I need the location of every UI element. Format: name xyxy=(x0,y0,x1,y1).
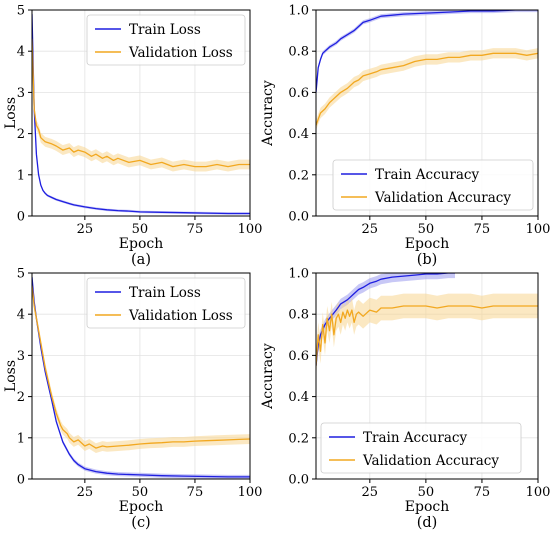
y-tick-label: 1 xyxy=(17,168,25,183)
legend-label: Train Accuracy xyxy=(363,430,467,446)
y-tick-label: 1.0 xyxy=(288,4,309,19)
series-group xyxy=(316,273,538,379)
y-tick-label: 0.0 xyxy=(288,473,309,488)
series-group xyxy=(32,12,250,215)
x-tick-label: 50 xyxy=(132,222,149,237)
y-tick-label: 0.4 xyxy=(288,390,309,405)
y-tick-label: 0.8 xyxy=(288,308,309,323)
series-line-1 xyxy=(316,10,538,93)
y-axis-label: Accuracy xyxy=(260,80,276,147)
legend-box xyxy=(332,159,534,211)
y-tick-label: 0 xyxy=(17,210,25,225)
series-group xyxy=(32,275,250,479)
legend-label: Train Loss xyxy=(129,285,201,301)
y-tick-label: 3 xyxy=(17,86,25,101)
y-tick-label: 0.8 xyxy=(288,45,309,60)
x-tick-label: 50 xyxy=(132,485,149,500)
x-tick-label: 75 xyxy=(187,222,204,237)
legend-box xyxy=(320,422,522,474)
x-tick-label: 75 xyxy=(187,485,204,500)
x-axis-label: Epoch xyxy=(119,499,163,515)
x-tick-label: 100 xyxy=(238,485,263,500)
y-tick-label: 3 xyxy=(17,349,25,364)
y-tick-label: 4 xyxy=(17,45,25,60)
y-tick-label: 0.2 xyxy=(288,168,309,183)
x-tick-label: 50 xyxy=(418,485,435,500)
x-tick-label: 25 xyxy=(362,222,379,237)
series-line-2 xyxy=(32,285,250,449)
legend-box xyxy=(86,277,246,329)
series-line-1 xyxy=(32,277,250,478)
series-band-2 xyxy=(316,293,538,379)
x-axis-label: Epoch xyxy=(119,236,163,252)
y-tick-label: 0.6 xyxy=(288,349,309,364)
x-tick-label: 75 xyxy=(474,485,491,500)
legend: Train Accuracy Validation Accuracy xyxy=(320,422,522,474)
legend-label: Validation Accuracy xyxy=(362,453,499,469)
chart-panel-1: 25 50 75 100 0 1 2 3 4 5 Epoch Loss (a) Train Loss Val… xyxy=(3,4,262,269)
y-tick-label: 1 xyxy=(17,431,25,446)
series-line-2 xyxy=(316,52,538,126)
legend-label: Validation Loss xyxy=(128,308,233,324)
y-tick-label: 1.0 xyxy=(288,267,309,282)
legend-box xyxy=(86,14,246,66)
series-line-2 xyxy=(316,305,538,366)
x-tick-label: 25 xyxy=(77,222,94,237)
x-tick-label: 75 xyxy=(474,222,491,237)
series-band-2 xyxy=(32,280,250,453)
chart-panel-4: 25 50 75 100 0.0 0.2 0.4 0.6 0.8 1.0 Epoch Accuracy… xyxy=(260,267,550,532)
legend: Train Accuracy Validation Accuracy xyxy=(332,159,534,211)
y-axis-label: Accuracy xyxy=(260,343,276,410)
y-tick-label: 0.6 xyxy=(288,86,309,101)
y-tick-label: 0.2 xyxy=(288,431,309,446)
legend-label: Validation Loss xyxy=(128,45,233,61)
legend-label: Train Loss xyxy=(129,22,201,38)
legend: Train Loss Validation Loss xyxy=(86,14,246,66)
y-tick-label: 5 xyxy=(17,4,25,19)
panel-caption: (c) xyxy=(131,515,150,531)
y-axis-label: Loss xyxy=(3,97,19,129)
chart-panel-3: 25 50 75 100 0 1 2 3 4 5 Epoch Loss (c) Train Loss Val… xyxy=(3,267,262,532)
series-line-2 xyxy=(32,38,250,168)
x-axis-label: Epoch xyxy=(405,499,449,515)
panel-caption: (b) xyxy=(417,252,438,268)
x-tick-label: 50 xyxy=(418,222,435,237)
x-tick-label: 100 xyxy=(238,222,263,237)
x-tick-label: 100 xyxy=(526,485,550,500)
plot-frame xyxy=(315,9,539,217)
y-tick-label: 0.0 xyxy=(288,210,309,225)
y-tick-label: 4 xyxy=(17,308,25,323)
chart-panel-2: 25 50 75 100 0.0 0.2 0.4 0.6 0.8 1.0 Epoch Accuracy… xyxy=(260,4,550,269)
y-tick-label: 0 xyxy=(17,473,25,488)
x-axis-label: Epoch xyxy=(405,236,449,252)
x-tick-label: 25 xyxy=(362,485,379,500)
series-group xyxy=(316,10,538,131)
panel-caption: (d) xyxy=(417,515,438,531)
series-line-1 xyxy=(32,14,250,215)
legend-label: Validation Accuracy xyxy=(374,190,511,206)
y-tick-label: 5 xyxy=(17,267,25,282)
y-tick-label: 2 xyxy=(17,390,25,405)
y-tick-label: 2 xyxy=(17,127,25,142)
x-tick-label: 100 xyxy=(526,222,550,237)
legend: Train Loss Validation Loss xyxy=(86,277,246,329)
y-axis-label: Loss xyxy=(3,360,19,392)
x-tick-label: 25 xyxy=(77,485,94,500)
plot-frame xyxy=(31,272,251,480)
plot-frame xyxy=(315,272,539,480)
y-tick-label: 0.4 xyxy=(288,127,309,142)
series-band-2 xyxy=(316,48,538,131)
panel-caption: (a) xyxy=(131,252,151,268)
plot-frame xyxy=(31,9,251,217)
legend-label: Train Accuracy xyxy=(375,167,479,183)
